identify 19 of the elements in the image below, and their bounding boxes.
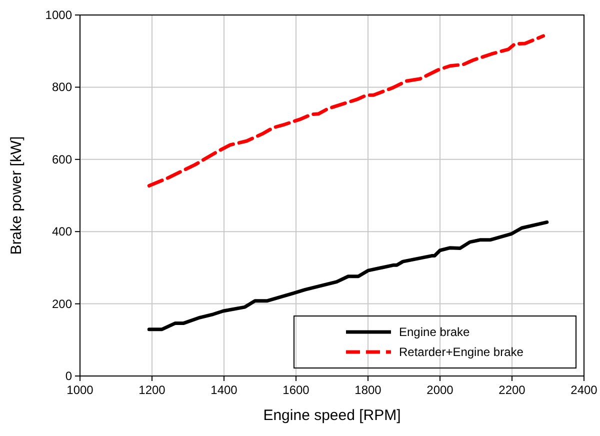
line-series [147,34,546,188]
legend-label: Engine brake [399,325,470,339]
x-tick-label: 2200 [498,383,526,397]
x-axis-title: Engine speed [RPM] [263,407,401,424]
x-tick-label: 1400 [210,383,238,397]
y-axis-title: Brake power [kW] [8,136,25,255]
x-tick-label: 2400 [570,383,598,397]
x-tick-label: 1800 [354,383,382,397]
y-tick-label: 600 [52,152,72,166]
x-tick-label: 2000 [426,383,454,397]
x-tick-label: 1200 [138,383,166,397]
y-tick-label: 400 [52,224,72,239]
y-tick-label: 800 [52,80,72,94]
x-tick-label: 1000 [66,383,94,397]
y-tick-label: 1000 [45,8,72,22]
x-tick-label: 1600 [282,383,310,397]
legend-label: Retarder+Engine brake [399,345,524,359]
y-tick-label: 0 [65,369,72,383]
y-tick-label: 200 [52,296,72,311]
